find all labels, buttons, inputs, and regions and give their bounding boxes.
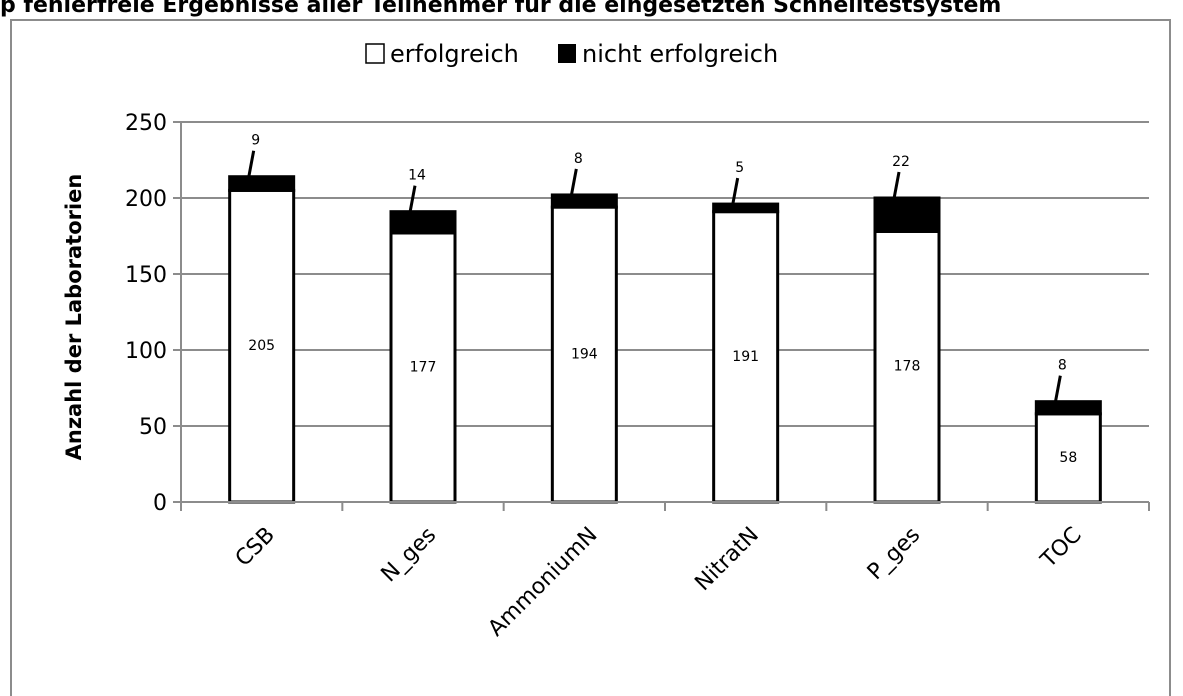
y-tick-label: 250: [125, 111, 167, 136]
value-label-erfolgreich: 194: [571, 347, 598, 363]
value-label-erfolgreich: 177: [410, 359, 437, 375]
y-tick-label: 100: [125, 339, 167, 364]
leader-line: [407, 185, 417, 218]
x-tick-label: CSB: [231, 523, 280, 572]
value-label-bg: [727, 156, 764, 177]
leader-line: [246, 150, 256, 183]
bar-nicht-erfolgreich: [1034, 400, 1102, 416]
legend: erfolgreich nicht erfolgreich: [365, 40, 778, 68]
x-tick-label: N_ges: [377, 523, 442, 588]
axes: [173, 121, 1150, 511]
x-tick-label: AmmoniumN: [484, 523, 603, 642]
leader-line: [1052, 375, 1062, 408]
value-label-nicht-erfolgreich: 8: [1058, 358, 1067, 374]
bar-nicht-erfolgreich: [550, 193, 618, 209]
value-label-bg: [405, 163, 441, 184]
x-tick-label: TOC: [1036, 523, 1087, 574]
value-label-bg: [405, 355, 441, 376]
bar-nicht-erfolgreich: [712, 202, 780, 214]
y-tick-label: 150: [125, 263, 167, 288]
legend-swatch-nicht-erfolgreich: [558, 44, 576, 63]
chart-frame: [10, 19, 1171, 696]
value-label-nicht-erfolgreich: 5: [735, 160, 744, 176]
value-label-nicht-erfolgreich: 8: [574, 151, 583, 167]
value-label-bg: [243, 334, 280, 355]
gridlines: [181, 121, 1149, 427]
value-label-nicht-erfolgreich: 14: [408, 168, 426, 184]
leader-line: [568, 168, 578, 202]
value-label-nicht-erfolgreich: 22: [892, 154, 910, 170]
value-label-bg: [1050, 353, 1087, 374]
legend-label-erfolgreich: erfolgreich: [390, 40, 519, 68]
leader-line: [730, 177, 740, 211]
y-tick-label: 0: [153, 491, 167, 516]
value-label-bg: [889, 354, 925, 375]
y-axis-label: Anzahl der Laboratorien: [62, 174, 86, 461]
value-label-bg: [566, 342, 603, 363]
value-label-bg: [243, 128, 280, 149]
value-label-erfolgreich: 178: [894, 359, 921, 375]
legend-swatch-erfolgreich: [365, 43, 385, 64]
value-label-erfolgreich: 58: [1059, 450, 1077, 466]
y-tick-label: 200: [125, 187, 167, 212]
value-label-bg: [727, 344, 764, 365]
legend-label-nicht-erfolgreich: nicht erfolgreich: [582, 40, 778, 68]
value-label-nicht-erfolgreich: 9: [251, 133, 260, 149]
value-label-bg: [566, 146, 603, 167]
value-label-erfolgreich: 205: [248, 338, 275, 354]
value-label-bg: [1050, 445, 1087, 466]
bar-nicht-erfolgreich: [228, 175, 296, 192]
leader-line: [891, 171, 901, 205]
bars: [228, 175, 1102, 504]
bar-nicht-erfolgreich: [389, 210, 457, 235]
x-tick-label: P_ges: [863, 523, 925, 585]
x-tick-label: NitratN: [691, 523, 764, 596]
value-label-erfolgreich: 191: [732, 349, 759, 365]
chart-title: p fehlerfreie Ergebnisse aller Teilnehme…: [0, 0, 1001, 18]
bar-nicht-erfolgreich: [873, 196, 941, 233]
value-label-bg: [889, 150, 925, 170]
y-tick-label: 50: [139, 415, 167, 440]
